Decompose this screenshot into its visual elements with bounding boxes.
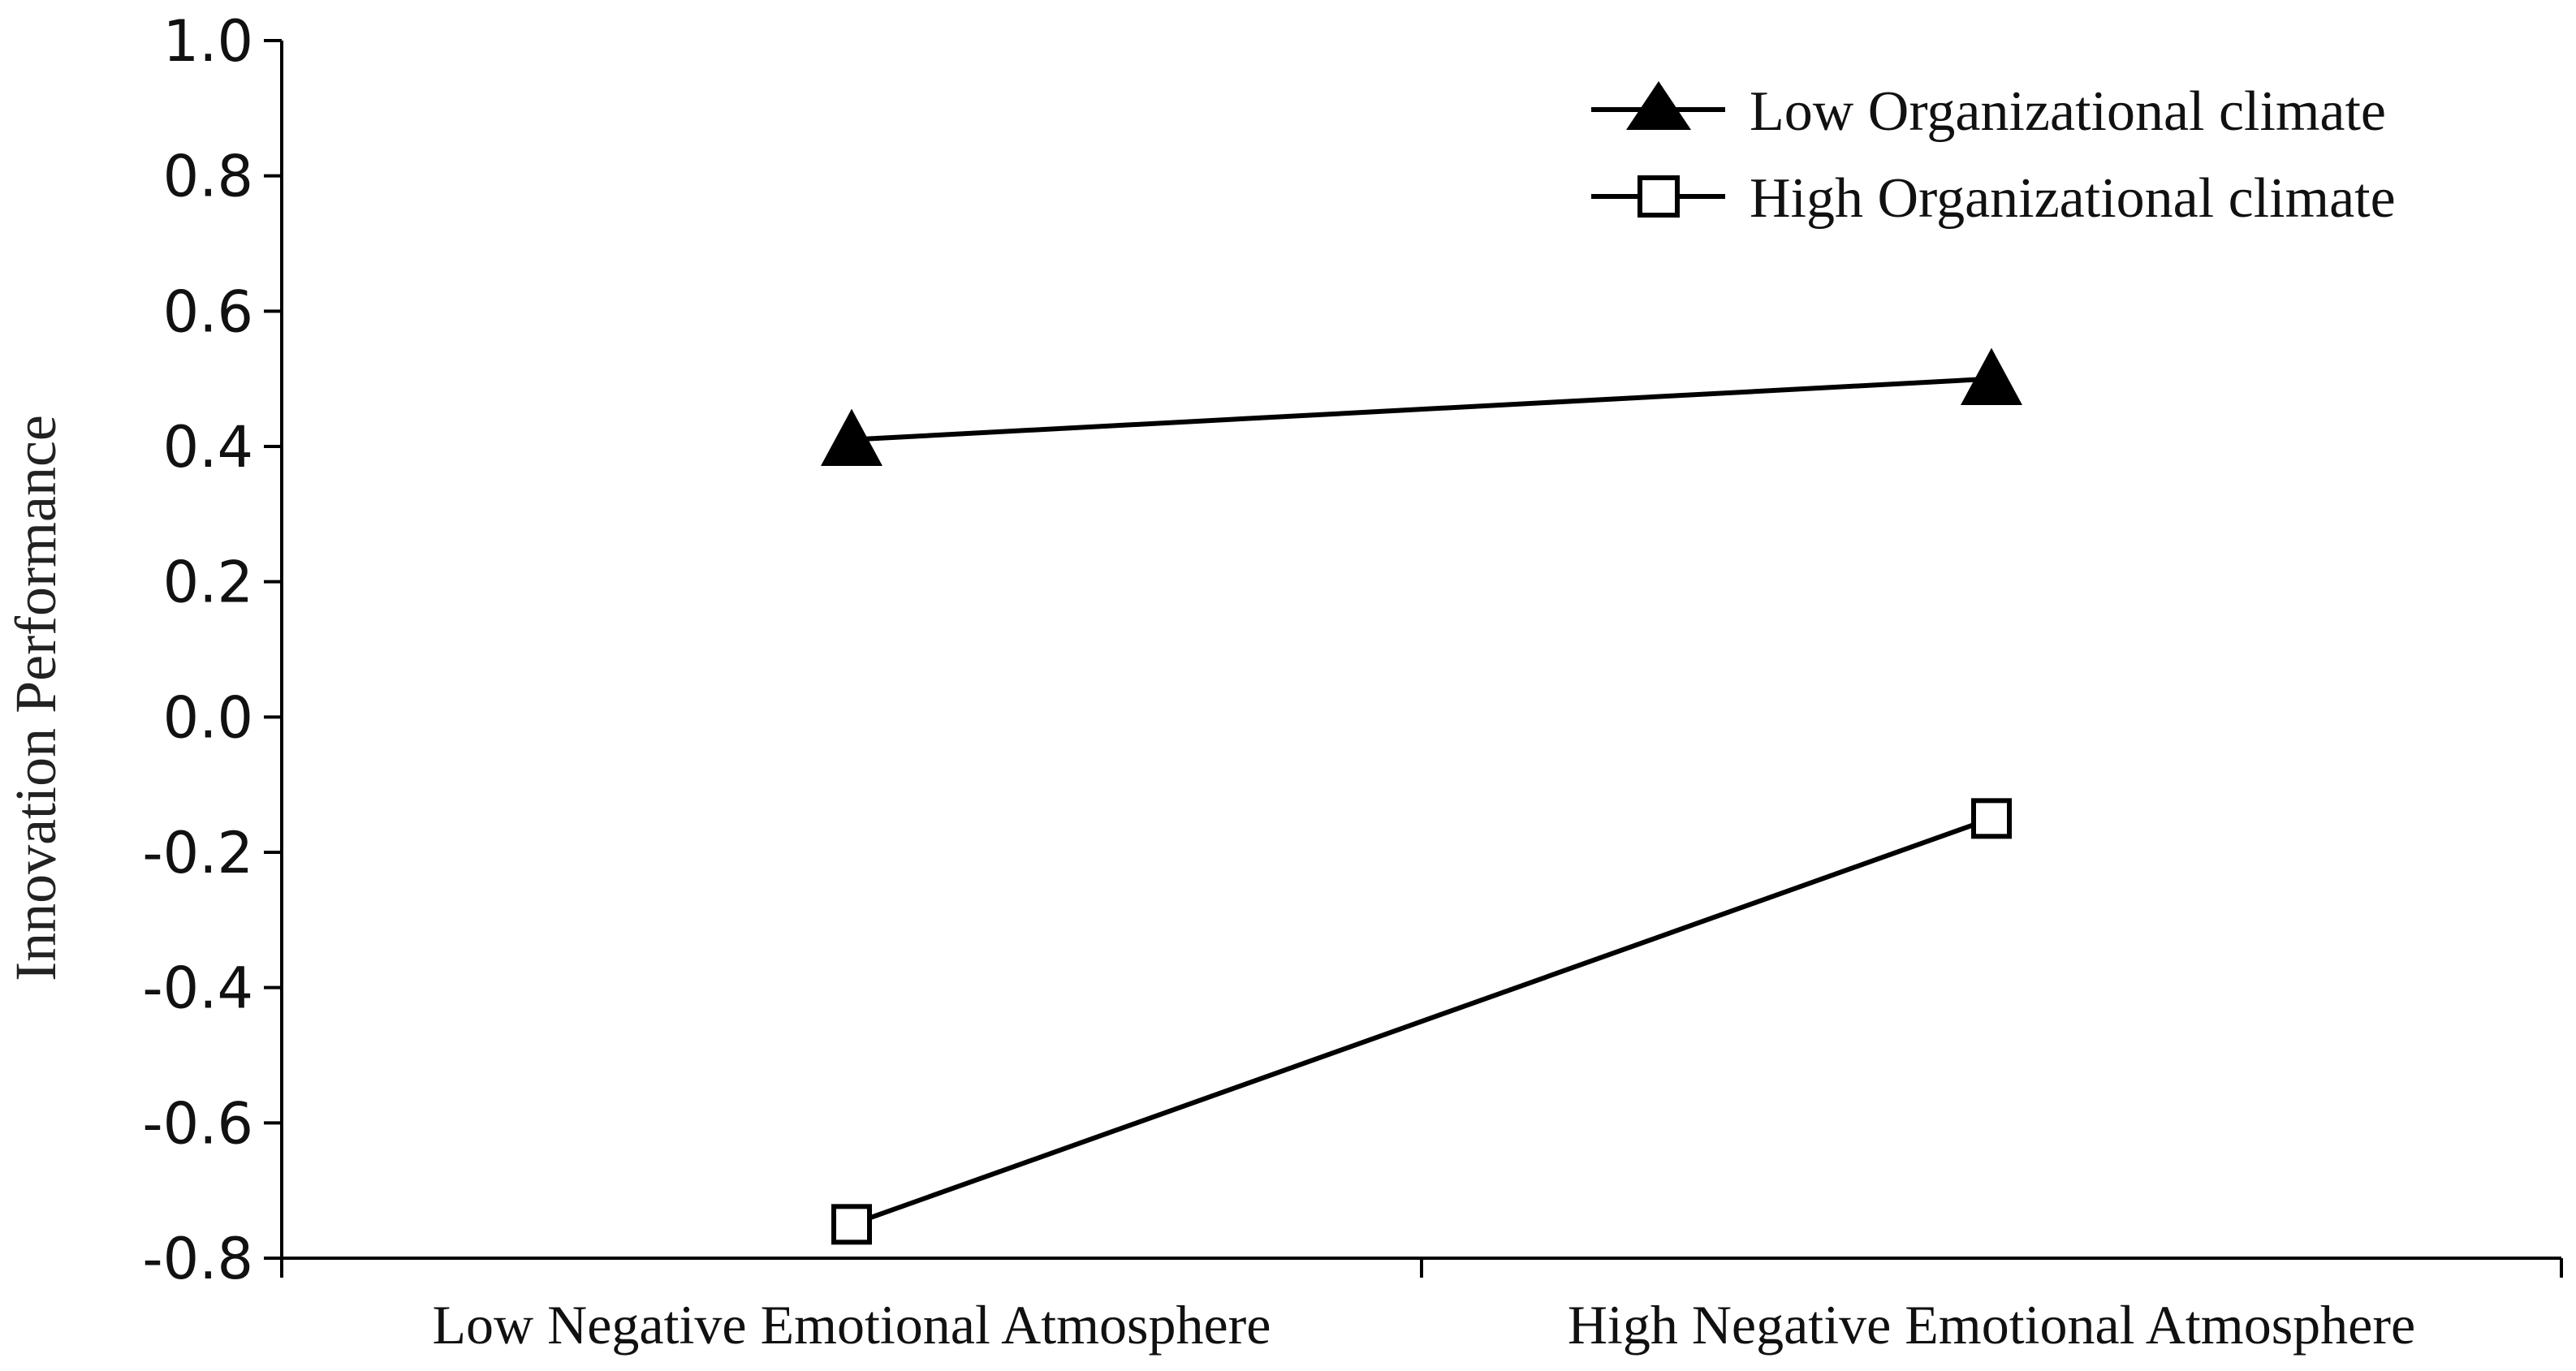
y-tick-label: 0.4 (163, 414, 253, 481)
y-tick-label: 0.8 (163, 144, 253, 210)
x-tick-label: Low Negative Emotional Atmosphere (433, 1294, 1271, 1356)
square-data-point (1971, 798, 2012, 839)
series-line (850, 816, 1993, 1227)
y-tick-label: 0.2 (163, 550, 253, 616)
y-tick-label: 0.0 (163, 684, 253, 751)
legend-item-high-organizational-climate: High Organizational climate (1591, 167, 2396, 230)
triangle-data-point (821, 408, 882, 466)
triangle-data-point (1961, 347, 2022, 405)
series-line (851, 376, 1992, 442)
triangle-marker-icon (1626, 81, 1691, 130)
series-layer (821, 347, 2022, 1245)
square-marker-icon (1638, 175, 1680, 218)
x-tick-label: High Negative Emotional Atmosphere (1568, 1294, 2415, 1356)
y-tick-label: -0.8 (142, 1226, 253, 1292)
y-tick-label: -0.6 (142, 1090, 253, 1157)
square-data-point (831, 1204, 872, 1245)
legend: Low Organizational climate High Organiza… (1591, 80, 2396, 230)
y-tick-label: -0.2 (142, 820, 253, 886)
y-tick-label: 1.0 (163, 8, 253, 75)
y-tick-label: 0.6 (163, 278, 253, 345)
legend-item-low-organizational-climate: Low Organizational climate (1591, 80, 2386, 143)
y-axis-ticks: 1.0 0.8 0.6 0.4 0.2 0.0 -0.2 -0.4 -0.6 -0.8 (142, 8, 282, 1292)
legend-label-low-organizational-climate: Low Organizational climate (1750, 80, 2386, 143)
x-axis-ticks: Low Negative Emotional Atmosphere High Ne… (280, 1258, 2563, 1356)
y-axis-title: Innovation Performance (3, 415, 68, 981)
legend-label-high-organizational-climate: High Organizational climate (1750, 167, 2396, 230)
y-tick-label: -0.4 (142, 955, 253, 1022)
